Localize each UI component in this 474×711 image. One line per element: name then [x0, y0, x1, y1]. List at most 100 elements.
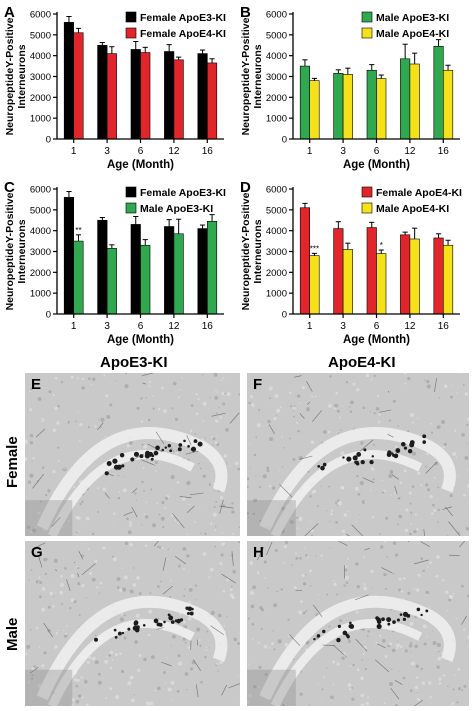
tissue-grain	[222, 402, 226, 406]
tissue-grain	[52, 605, 55, 608]
npy-neuron	[313, 637, 316, 641]
tissue-grain	[67, 520, 70, 523]
tissue-grain	[437, 486, 440, 489]
tissue-grain	[435, 574, 439, 578]
tissue-grain	[264, 672, 268, 676]
tissue-grain	[364, 500, 367, 503]
fiber	[423, 529, 425, 536]
tissue-grain	[415, 664, 419, 668]
tissue-grain	[126, 517, 129, 521]
tissue-grain	[216, 391, 219, 393]
tissue-grain	[200, 680, 203, 684]
tissue-grain	[420, 557, 424, 561]
tissue-grain	[251, 622, 255, 626]
npy-neuron	[153, 618, 159, 624]
tissue-grain	[281, 506, 285, 510]
tissue-grain	[384, 654, 388, 658]
tissue-grain	[335, 501, 338, 504]
tissue-grain	[212, 512, 217, 517]
tissue-grain	[438, 397, 441, 399]
tissue-grain	[43, 651, 47, 655]
fiber	[445, 506, 453, 517]
tissue-grain	[116, 586, 120, 589]
bar-a-s0-c2	[130, 49, 141, 140]
tissue-grain	[86, 660, 90, 664]
tissue-grain	[37, 581, 40, 584]
tissue-grain	[297, 430, 300, 433]
tissue-grain	[393, 610, 395, 612]
tissue-grain	[182, 546, 187, 551]
bar-a-s0-c0	[63, 22, 74, 140]
npy-neuron	[153, 450, 159, 456]
tissue-grain	[121, 587, 127, 592]
npy-neuron	[151, 454, 155, 458]
tissue-grain	[449, 493, 453, 498]
tissue-grain	[309, 584, 312, 587]
tissue-grain	[450, 395, 453, 399]
tissue-grain	[374, 687, 376, 689]
tissue-grain	[407, 376, 411, 381]
npy-neuron	[106, 461, 112, 467]
tissue-grain	[301, 573, 305, 577]
tissue-grain	[172, 449, 175, 453]
bar-d-s0-c3	[400, 234, 411, 315]
tissue-grain	[38, 576, 41, 579]
tissue-grain	[317, 683, 319, 686]
tissue-grain	[231, 510, 235, 514]
tissue-grain	[170, 579, 172, 582]
tissue-grain	[141, 480, 144, 484]
tissue-grain	[204, 532, 207, 535]
tissue-grain	[366, 635, 369, 638]
tissue-grain	[253, 453, 257, 457]
npy-neuron	[94, 637, 99, 642]
tissue-grain	[370, 466, 375, 471]
tissue-grain	[152, 523, 156, 528]
tissue-grain	[262, 474, 267, 479]
tissue-grain	[124, 541, 128, 545]
tissue-grain	[338, 416, 341, 419]
tissue-grain	[127, 681, 132, 686]
x-tick-label: 3	[104, 321, 110, 332]
tissue-grain	[429, 561, 432, 565]
fiber	[43, 622, 54, 638]
tissue-grain	[170, 699, 173, 701]
tissue-grain	[391, 648, 396, 653]
bar-c-s1-c1	[106, 248, 117, 315]
tissue-grain	[436, 643, 441, 648]
tissue-grain	[87, 426, 90, 429]
tissue-grain	[411, 451, 417, 456]
tissue-grain	[104, 660, 109, 664]
tissue-grain	[360, 693, 365, 698]
tissue-grain	[267, 419, 271, 424]
tissue-grain	[218, 406, 220, 409]
y-tick-label: 6000	[30, 185, 51, 196]
npy-neuron	[337, 624, 342, 628]
tissue-grain	[78, 626, 80, 628]
x-tick-label: 1	[71, 321, 77, 332]
tissue-grain	[340, 451, 345, 456]
tissue-grain	[362, 641, 364, 643]
y-axis-title-line-2: Interneurons	[252, 219, 264, 283]
tissue-grain	[247, 511, 249, 515]
tissue-grain	[152, 395, 155, 397]
panel-letter-h: H	[253, 544, 264, 561]
tissue-grain	[409, 621, 414, 626]
tissue-grain	[359, 480, 364, 486]
tissue-grain	[91, 377, 96, 382]
tissue-grain	[181, 377, 183, 379]
tissue-grain	[416, 698, 420, 702]
tissue-grain	[345, 381, 349, 384]
tissue-grain	[97, 672, 101, 676]
tissue-grain	[252, 512, 256, 516]
tissue-grain	[356, 521, 358, 523]
tissue-grain	[394, 445, 398, 449]
tissue-grain	[346, 557, 349, 560]
tissue-grain	[451, 702, 454, 706]
bar-c-s1-c2	[140, 244, 151, 315]
tissue-grain	[92, 532, 95, 536]
tissue-shadow	[247, 500, 296, 536]
tissue-grain	[196, 599, 198, 601]
y-tick-label: 5000	[266, 205, 287, 216]
tissue-grain	[30, 677, 34, 681]
tissue-grain	[79, 439, 81, 442]
